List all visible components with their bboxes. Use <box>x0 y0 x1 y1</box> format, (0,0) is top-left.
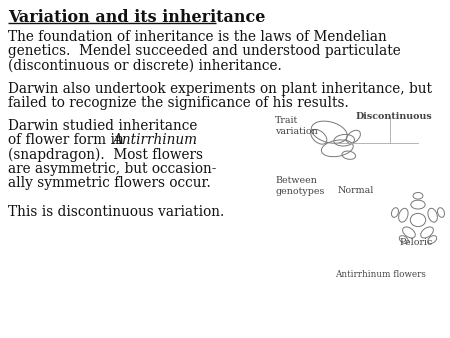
Text: of flower form in: of flower form in <box>8 133 128 147</box>
Text: failed to recognize the significance of his results.: failed to recognize the significance of … <box>8 96 349 110</box>
Text: Peloric: Peloric <box>400 238 433 247</box>
Text: Antirrhinum flowers: Antirrhinum flowers <box>335 270 426 279</box>
Text: Darwin also undertook experiments on plant inheritance, but: Darwin also undertook experiments on pla… <box>8 81 432 96</box>
Text: are asymmetric, but occasion-: are asymmetric, but occasion- <box>8 162 216 176</box>
Text: This is discontinuous variation.: This is discontinuous variation. <box>8 206 224 219</box>
Text: Discontinuous: Discontinuous <box>356 112 433 121</box>
Text: Variation and its inheritance: Variation and its inheritance <box>8 9 266 26</box>
Text: (snapdragon).  Most flowers: (snapdragon). Most flowers <box>8 147 203 162</box>
Text: Darwin studied inheritance: Darwin studied inheritance <box>8 119 198 132</box>
Text: genetics.  Mendel succeeded and understood particulate: genetics. Mendel succeeded and understoo… <box>8 45 401 58</box>
Text: Antirrhinum: Antirrhinum <box>112 133 197 147</box>
Text: ally symmetric flowers occur.: ally symmetric flowers occur. <box>8 176 211 191</box>
Text: Normal: Normal <box>338 186 374 195</box>
Text: The foundation of inheritance is the laws of Mendelian: The foundation of inheritance is the law… <box>8 30 387 44</box>
Text: Trait
variation: Trait variation <box>275 116 318 136</box>
Text: (discontinuous or discrete) inheritance.: (discontinuous or discrete) inheritance. <box>8 59 282 73</box>
Text: Between
genotypes: Between genotypes <box>275 176 324 196</box>
